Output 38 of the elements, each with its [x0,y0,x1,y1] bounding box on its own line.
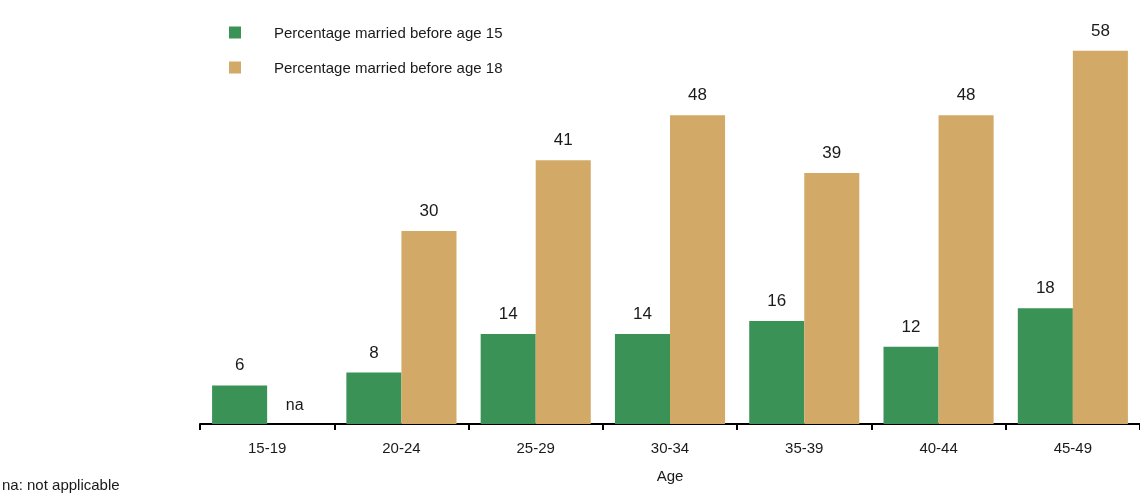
data-label: 58 [1090,20,1110,40]
bar [804,173,860,424]
text: na: not applicable [2,476,120,493]
bar [1017,308,1073,424]
x-tick-label: 15-19 [247,439,287,456]
legend-label: Percentage married before age 18 [274,59,503,76]
data-label: 14 [633,303,652,323]
bar [670,115,726,424]
bar [938,115,994,424]
x-tick-label: 40-44 [919,439,958,456]
x-tick-label: 45-49 [1053,439,1093,456]
bar [749,321,805,424]
data-label: 6 [234,355,245,375]
data-label: 14 [498,303,518,323]
data-label: 30 [419,201,439,220]
data-label: 16 [767,291,787,311]
data-label: 48 [688,85,707,105]
data-label: 41 [553,130,573,150]
bar [480,333,536,424]
bar [346,372,402,424]
legend-label: Percentage married before age 15 [274,24,503,41]
x-tick-label: 35-39 [785,439,824,456]
bar [401,231,457,424]
data-label: 18 [1035,278,1055,298]
bar [1072,50,1128,424]
x-tick-label: 30-34 [650,439,690,456]
text: na [285,395,304,413]
x-tick-label: 20-24 [382,439,421,456]
bar [883,346,939,424]
x-axis-title: Age [656,467,684,484]
x-tick-label: 25-29 [516,439,555,456]
bar [535,160,591,424]
data-label: 48 [956,85,976,105]
data-label: 12 [901,316,921,336]
data-label: 8 [369,342,379,362]
bar [614,333,670,424]
bar [212,385,268,424]
data-label: 39 [822,143,842,163]
